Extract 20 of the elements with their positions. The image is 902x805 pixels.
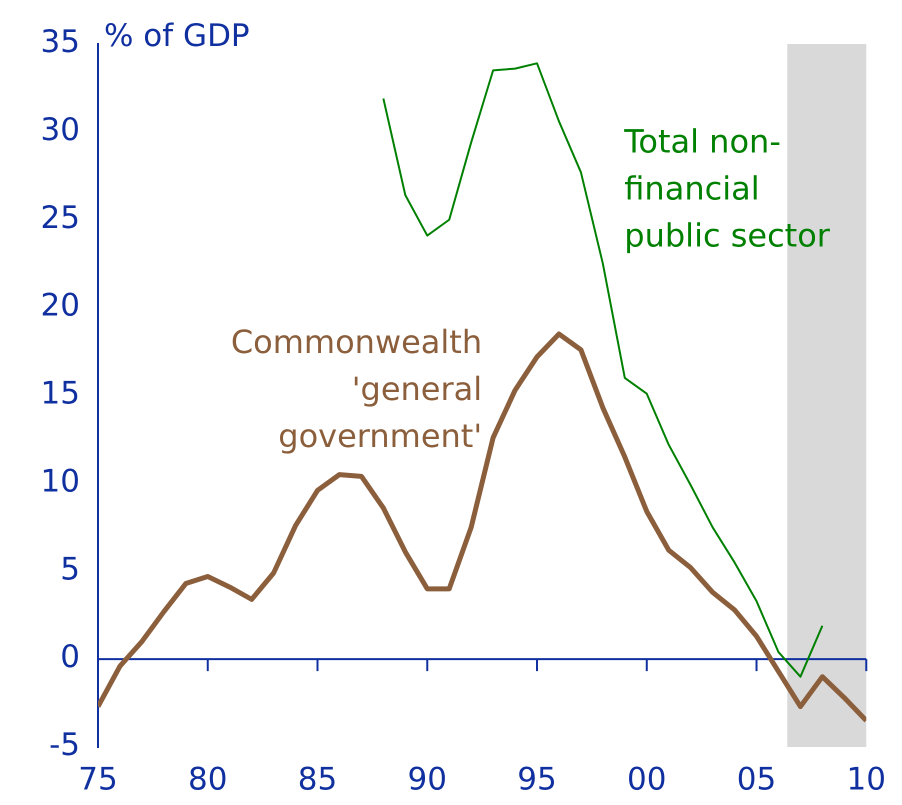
x-tick-label: 80 (188, 762, 228, 798)
x-tick-label: 05 (736, 762, 776, 798)
series-label: Commonwealth 'general government' (230, 323, 482, 456)
series-label: Total non-financial public sector (623, 122, 831, 255)
y-tick-label: 35 (40, 24, 80, 60)
y-tick-label: 20 (40, 288, 80, 324)
y-tick-label: 0 (60, 639, 80, 676)
y-tick-label: -5 (49, 727, 80, 764)
x-tick-label: 95 (517, 762, 557, 798)
x-tick-label: 75 (78, 762, 118, 798)
x-tick-label: 00 (627, 762, 666, 798)
y-axis-title: % of GDP (104, 18, 250, 54)
x-tick-label: 10 (846, 762, 886, 798)
x-tick-label: 90 (408, 762, 447, 798)
y-tick-label: 10 (40, 463, 80, 500)
y-tick-label: 30 (40, 112, 80, 148)
x-tick-label: 85 (298, 762, 338, 798)
y-tick-label: 15 (40, 376, 80, 412)
y-tick-label: 25 (40, 200, 80, 236)
y-tick-label: 5 (60, 551, 80, 588)
